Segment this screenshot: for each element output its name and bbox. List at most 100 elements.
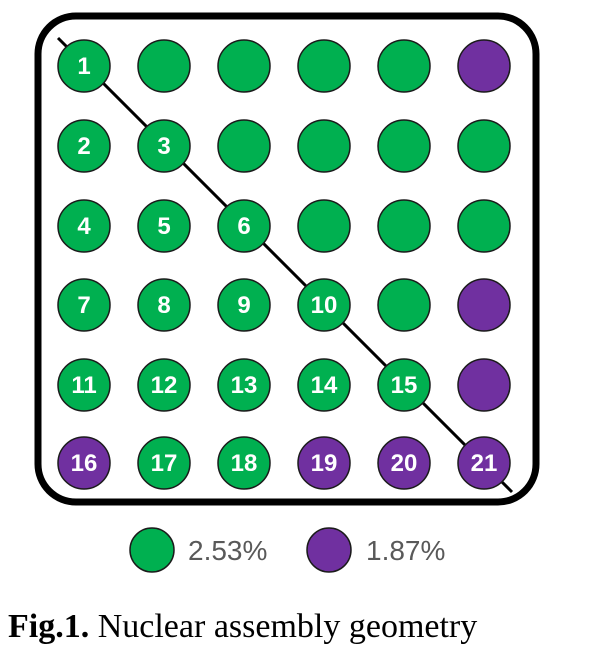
- fuel-pin-circle: [377, 278, 431, 332]
- caption-figure-number: Fig.1.: [8, 608, 90, 645]
- fuel-pin-circle: [217, 358, 271, 412]
- fuel-pin: 15: [377, 358, 431, 412]
- fuel-pin: 5: [137, 199, 191, 253]
- fuel-pin: [137, 39, 191, 93]
- fuel-pin: 21: [457, 436, 511, 490]
- fuel-pin-label: 4: [77, 213, 91, 240]
- fuel-pin-circle: [137, 119, 191, 173]
- fuel-pin-circle: [57, 436, 111, 490]
- fuel-pin-label: 12: [151, 372, 178, 399]
- fuel-pin-circle: [217, 436, 271, 490]
- fuel-pin: 12: [137, 358, 191, 412]
- fuel-pin-circle: [57, 39, 111, 93]
- fuel-pin-label: 15: [391, 372, 418, 399]
- fuel-pin-label: 19: [311, 450, 338, 477]
- fuel-pin-circle: [457, 39, 511, 93]
- fuel-pin-label: 10: [311, 292, 338, 319]
- legend-item-green: 2.53%: [129, 527, 267, 573]
- fuel-pin: 1: [57, 39, 111, 93]
- fuel-pin-circle: [377, 358, 431, 412]
- fuel-pin: [377, 39, 431, 93]
- legend-swatch-purple: [306, 527, 352, 573]
- fuel-pin-circle: [217, 119, 271, 173]
- fuel-pin-label: 2: [77, 133, 90, 160]
- fuel-pin-label: 8: [157, 292, 170, 319]
- fuel-pin-circle: [377, 119, 431, 173]
- fuel-pin: 16: [57, 436, 111, 490]
- fuel-pin: [457, 199, 511, 253]
- fuel-pin: [457, 358, 511, 412]
- fuel-pin: 2: [57, 119, 111, 173]
- fuel-pin: 7: [57, 278, 111, 332]
- legend-swatch-green: [129, 527, 175, 573]
- figure-caption: Fig.1. Nuclear assembly geometry: [8, 608, 477, 646]
- fuel-pin: [377, 119, 431, 173]
- fuel-pin-circle: [377, 199, 431, 253]
- fuel-pin-circle: [137, 358, 191, 412]
- fuel-pin: 4: [57, 199, 111, 253]
- fuel-pin: 10: [297, 278, 351, 332]
- fuel-pin-label: 5: [157, 213, 170, 240]
- fuel-pin: [457, 119, 511, 173]
- fuel-pin-label: 3: [157, 133, 170, 160]
- fuel-pin: 14: [297, 358, 351, 412]
- legend-item-purple: 1.87%: [306, 527, 445, 573]
- fuel-pin: [217, 119, 271, 173]
- fuel-pin-circle: [457, 199, 511, 253]
- fuel-pin: 18: [217, 436, 271, 490]
- fuel-pin-circle: [297, 436, 351, 490]
- fuel-pin-label: 16: [71, 450, 98, 477]
- fuel-pin-circle: [57, 278, 111, 332]
- legend-label-green: 2.53%: [188, 535, 267, 566]
- fuel-pin-label: 14: [311, 372, 338, 399]
- fuel-pin: [457, 278, 511, 332]
- fuel-pin-label: 21: [471, 450, 498, 477]
- fuel-pin-circle: [137, 436, 191, 490]
- fuel-pin-circle: [217, 199, 271, 253]
- fuel-pin-circle: [457, 278, 511, 332]
- fuel-pin: [297, 39, 351, 93]
- fuel-pin-circle: [297, 358, 351, 412]
- fuel-pin-circle: [137, 199, 191, 253]
- fuel-pin-circle: [457, 119, 511, 173]
- fuel-pin-label: 1: [77, 53, 90, 80]
- fuel-pin: 3: [137, 119, 191, 173]
- legend: 2.53% 1.87%: [129, 527, 445, 573]
- fuel-pin-circle: [457, 358, 511, 412]
- fuel-pin-label: 20: [391, 450, 418, 477]
- fuel-pin-circle: [57, 199, 111, 253]
- fuel-pin-circle: [297, 119, 351, 173]
- fuel-pin: [377, 199, 431, 253]
- fuel-pin: [377, 278, 431, 332]
- fuel-pin-circle: [297, 39, 351, 93]
- fuel-pin-circle: [57, 119, 111, 173]
- legend-label-purple: 1.87%: [366, 535, 445, 566]
- fuel-pin: [217, 39, 271, 93]
- fuel-pin-circle: [297, 278, 351, 332]
- fuel-pin-label: 17: [151, 450, 178, 477]
- fuel-pin-circle: [457, 436, 511, 490]
- fuel-pin: 9: [217, 278, 271, 332]
- fuel-pin-label: 9: [237, 292, 250, 319]
- fuel-pin-circle: [297, 199, 351, 253]
- fuel-pin-circle: [217, 39, 271, 93]
- fuel-pin: 20: [377, 436, 431, 490]
- fuel-pin-label: 7: [77, 292, 90, 319]
- fuel-pin: 11: [57, 358, 111, 412]
- fuel-pin-circle: [377, 436, 431, 490]
- fuel-pin: 13: [217, 358, 271, 412]
- fuel-pin: 6: [217, 199, 271, 253]
- fuel-pin-circle: [137, 278, 191, 332]
- fuel-pin-label: 11: [71, 372, 96, 399]
- caption-title: Nuclear assembly geometry: [89, 608, 478, 645]
- fuel-pin-label: 6: [237, 213, 250, 240]
- fuel-pin-circle: [217, 278, 271, 332]
- fuel-pin: 19: [297, 436, 351, 490]
- fuel-pin-circle: [377, 39, 431, 93]
- fuel-pin-circle: [137, 39, 191, 93]
- assembly-frame: [34, 12, 540, 506]
- fuel-pin: 17: [137, 436, 191, 490]
- fuel-pin: [297, 119, 351, 173]
